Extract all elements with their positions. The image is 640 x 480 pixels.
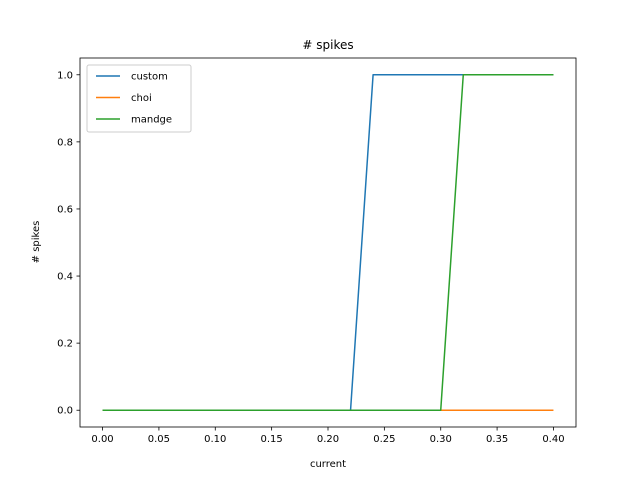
x-tick-label: 0.15 xyxy=(261,434,283,445)
y-axis-ticks: 0.0 0.2 0.4 0.6 0.8 1.0 xyxy=(57,70,80,417)
y-tick-label: 0.0 xyxy=(57,406,73,417)
x-tick-label: 0.25 xyxy=(373,434,395,445)
x-tick-label: 0.35 xyxy=(486,434,508,445)
legend-label-mandge: mandge xyxy=(131,115,172,126)
x-tick-label: 0.30 xyxy=(430,434,452,445)
x-axis-ticks: 0.00 0.05 0.10 0.15 0.20 0.25 0.30 0.35 0.40 xyxy=(91,427,565,445)
y-tick-label: 0.2 xyxy=(57,339,73,350)
legend-box xyxy=(86,64,192,133)
legend-label-custom: custom xyxy=(131,72,168,83)
y-tick-label: 0.8 xyxy=(57,137,73,148)
y-tick-label: 0.4 xyxy=(57,272,73,283)
x-tick-label: 0.10 xyxy=(204,434,226,445)
series-layer xyxy=(102,74,554,411)
series-line-mandge xyxy=(102,74,554,411)
legend: custom choi mandge xyxy=(86,64,192,133)
x-axis-label: current xyxy=(310,459,346,470)
x-tick-label: 0.40 xyxy=(542,434,564,445)
y-tick-label: 0.6 xyxy=(57,204,73,215)
chart-title: # spikes xyxy=(302,38,353,52)
y-tick-label: 1.0 xyxy=(57,70,73,81)
legend-label-choi: choi xyxy=(131,93,152,104)
x-tick-label: 0.20 xyxy=(317,434,339,445)
y-axis-label: # spikes xyxy=(31,221,42,264)
x-tick-label: 0.05 xyxy=(148,434,170,445)
x-tick-label: 0.00 xyxy=(91,434,113,445)
